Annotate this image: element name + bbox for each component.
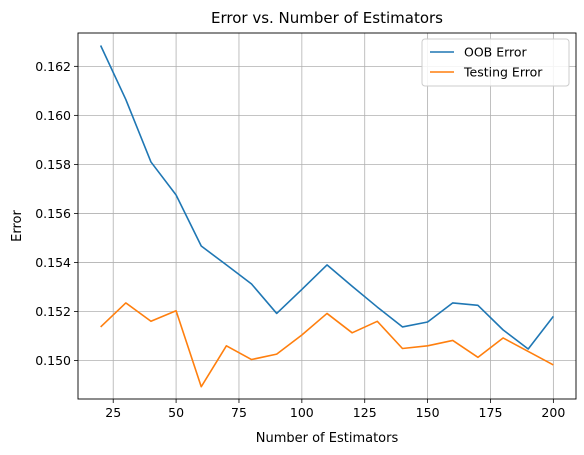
y-axis-ticks: 0.150 0.152 0.154 0.156 0.158 0.160 0.162 [35, 59, 78, 368]
y-axis-label: Error [10, 210, 25, 242]
legend: OOB Error Testing Error [421, 38, 570, 87]
x-axis-ticks: 25 50 75 100 125 150 175 200 [105, 399, 565, 420]
legend-box [421, 38, 570, 87]
y-tick-label: 0.156 [35, 206, 71, 221]
legend-label-oob-error: OOB Error [464, 45, 528, 60]
oob-error-line [99, 45, 554, 350]
y-tick-label: 0.162 [35, 59, 71, 74]
x-tick-label: 200 [541, 405, 565, 420]
testing-error-line [100, 302, 554, 388]
x-tick-label: 150 [416, 405, 440, 420]
x-tick-label: 175 [479, 405, 503, 420]
series-layer [99, 45, 554, 388]
y-tick-label: 0.160 [35, 108, 71, 123]
legend-label-testing-error: Testing Error [463, 65, 543, 80]
y-tick-label: 0.152 [35, 304, 71, 319]
grid-lines [78, 33, 576, 399]
y-tick-label: 0.150 [35, 353, 71, 368]
x-tick-label: 125 [353, 405, 377, 420]
x-tick-label: 50 [168, 405, 184, 420]
chart-title: Error vs. Number of Estimators [211, 9, 443, 27]
x-tick-label: 25 [105, 405, 121, 420]
x-tick-label: 75 [231, 405, 247, 420]
y-tick-label: 0.158 [35, 157, 71, 172]
x-tick-label: 100 [290, 405, 314, 420]
y-tick-label: 0.154 [35, 255, 71, 270]
plot-frame [77, 32, 577, 400]
x-axis-label: Number of Estimators [256, 431, 399, 446]
